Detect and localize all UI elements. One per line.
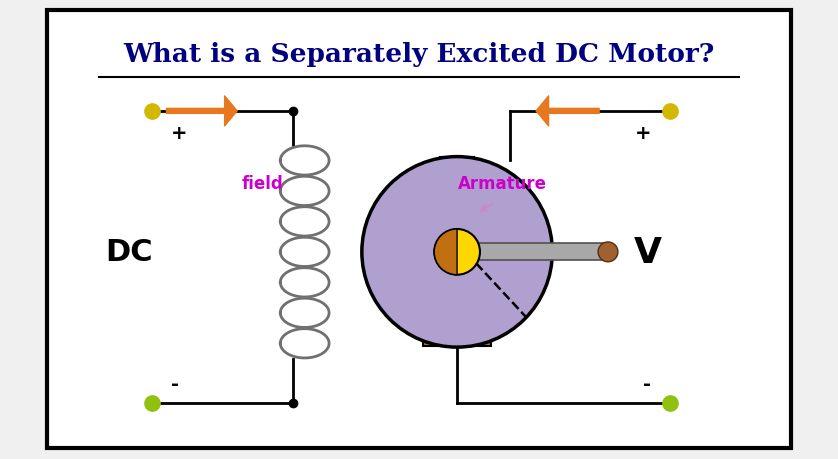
Text: +: + — [171, 123, 188, 142]
Text: What is a Separately Excited DC Motor?: What is a Separately Excited DC Motor? — [123, 42, 715, 67]
Text: +: + — [635, 123, 651, 142]
Text: V: V — [634, 235, 662, 269]
Wedge shape — [434, 230, 457, 275]
Text: -: - — [171, 375, 179, 393]
Bar — [440, 157, 473, 180]
Circle shape — [598, 242, 618, 262]
Text: Armature: Armature — [458, 175, 547, 193]
Circle shape — [434, 230, 480, 275]
Bar — [463, 325, 491, 347]
Text: -: - — [644, 375, 651, 393]
Circle shape — [362, 157, 552, 347]
Bar — [423, 325, 452, 347]
Text: field: field — [242, 175, 283, 193]
Text: DC: DC — [106, 238, 153, 267]
Bar — [446, 244, 606, 261]
